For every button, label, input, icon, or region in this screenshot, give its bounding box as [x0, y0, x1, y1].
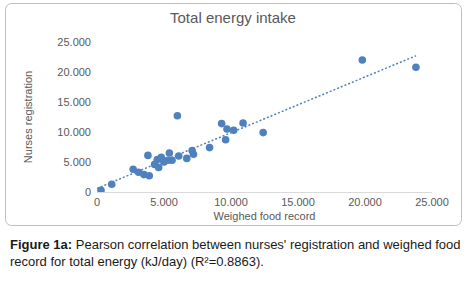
y-axis-label: Nurses registration [22, 71, 34, 163]
caption-text: Pearson correlation between nurses' regi… [10, 237, 461, 269]
point [259, 129, 267, 137]
point [155, 164, 163, 172]
point [206, 144, 214, 152]
y-tick-label: 5.000 [63, 156, 91, 168]
plot-area [97, 56, 420, 192]
trend-line [97, 56, 416, 189]
x-axis-label: Weighed food record [214, 210, 316, 222]
x-tick-label: 20.000 [348, 196, 382, 208]
point [359, 56, 367, 64]
point [144, 152, 152, 160]
caption: Figure 1a: Pearson correlation between n… [10, 236, 462, 270]
y-tick-label: 20.000 [57, 66, 91, 78]
y-tick-label: 0 [85, 186, 91, 198]
x-tick-label: 15.000 [281, 196, 315, 208]
point [183, 155, 191, 163]
x-axis-line [97, 192, 432, 193]
chart-frame [6, 4, 462, 226]
y-tick-label: 25.000 [57, 36, 91, 48]
x-tick-label: 25.000 [415, 196, 449, 208]
x-tick-label: 5.000 [150, 196, 178, 208]
point [239, 119, 247, 127]
x-tick-label: 0 [94, 196, 100, 208]
y-tick-label: 15.000 [57, 96, 91, 108]
y-tick-label: 10.000 [57, 126, 91, 138]
point [218, 120, 226, 128]
point [223, 125, 231, 133]
caption-label: Figure 1a: [10, 237, 72, 252]
point [145, 172, 153, 180]
title: Total energy intake [170, 9, 296, 26]
point [222, 136, 230, 144]
x-tick-label: 10.000 [214, 196, 248, 208]
point [190, 150, 198, 158]
point [166, 149, 174, 157]
point [412, 63, 420, 71]
point [174, 112, 182, 120]
